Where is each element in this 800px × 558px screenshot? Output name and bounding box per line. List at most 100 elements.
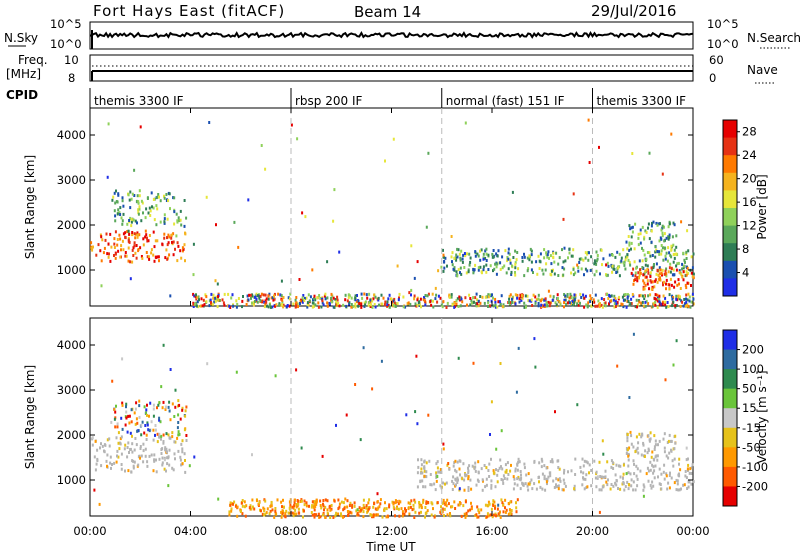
data-cell [625, 452, 628, 455]
data-cell [423, 469, 426, 473]
data-cell [360, 292, 363, 296]
data-cell [436, 501, 439, 505]
beam-label: Beam 14 [354, 3, 421, 21]
data-cell [526, 484, 529, 488]
data-cell [374, 295, 377, 299]
data-cell [680, 273, 683, 277]
data-cell [649, 293, 652, 297]
data-cell [586, 252, 589, 256]
data-cell [667, 225, 670, 229]
data-cell [150, 420, 153, 424]
data-cell [158, 401, 161, 405]
data-cell [651, 463, 654, 467]
data-cell [386, 302, 389, 306]
data-cell [340, 500, 343, 504]
data-cell [227, 304, 230, 308]
data-cell [516, 293, 519, 297]
data-cell [507, 473, 510, 476]
data-cell [285, 509, 288, 513]
data-cell [477, 268, 480, 272]
data-cell [487, 295, 490, 299]
data-cell [517, 346, 520, 350]
data-cell [650, 229, 653, 233]
data-cell [637, 271, 640, 275]
data-cell [593, 259, 596, 263]
data-cell [652, 302, 655, 306]
data-cell [590, 255, 593, 259]
data-cell [475, 304, 478, 308]
data-cell [416, 260, 419, 264]
data-cell [552, 255, 555, 259]
data-cell [508, 300, 510, 304]
data-cell [369, 305, 372, 308]
data-cell [581, 483, 584, 487]
data-cell [516, 462, 519, 466]
data-cell [665, 278, 668, 282]
colorbar-tick-label: 20 [742, 172, 757, 186]
data-cell [146, 196, 149, 200]
data-cell [317, 305, 320, 309]
data-cell [497, 300, 500, 304]
data-cell [629, 430, 632, 434]
data-cell [618, 295, 621, 299]
data-cell [683, 258, 686, 262]
data-cell [670, 132, 673, 136]
data-cell [584, 251, 587, 255]
data-cell [336, 298, 339, 302]
data-cell [113, 209, 116, 213]
data-cell [315, 513, 318, 517]
power-ylabel: Slant Range [km] [23, 155, 37, 259]
data-cell [624, 255, 627, 259]
data-cell [496, 507, 499, 511]
data-cell [228, 513, 231, 517]
data-cell [686, 467, 689, 471]
data-cell [611, 264, 614, 268]
data-cell [563, 298, 566, 302]
data-cell [496, 473, 499, 477]
data-cell [450, 295, 453, 299]
data-cell [498, 300, 501, 304]
data-cell [138, 415, 141, 419]
nsky-label: N.Sky [4, 31, 38, 45]
x-tick-label: 00:00 [73, 524, 106, 538]
data-cell [384, 300, 387, 304]
data-cell [517, 267, 520, 271]
data-cell [504, 506, 506, 510]
data-cell [251, 498, 254, 502]
data-cell [427, 292, 430, 296]
data-cell [131, 434, 133, 438]
data-cell [204, 293, 207, 297]
cpid-panel: CPID themis 3300 IF rbsp 200 IF normal (fa… [6, 88, 686, 108]
data-cell [653, 263, 655, 266]
data-cell [137, 463, 140, 467]
data-cell [354, 383, 357, 386]
data-cell [621, 482, 624, 486]
data-cell [678, 297, 681, 301]
data-cell [474, 469, 477, 473]
data-cell [551, 269, 553, 273]
data-cell [308, 299, 311, 303]
x-tick-label: 20:00 [576, 524, 609, 538]
data-cell [626, 480, 629, 484]
data-cell [419, 479, 422, 483]
data-cell [594, 293, 597, 297]
data-cell [685, 270, 688, 274]
data-cell [634, 274, 637, 278]
data-cell [555, 251, 558, 255]
data-cell [467, 268, 470, 272]
data-cell [574, 457, 577, 461]
data-cell [632, 488, 635, 492]
data-cell [149, 214, 152, 217]
data-cell [667, 235, 670, 239]
data-cell [673, 481, 676, 485]
data-cell [366, 508, 369, 512]
data-cell [573, 487, 576, 491]
data-cell [607, 264, 610, 268]
data-cell [442, 498, 445, 502]
data-cell [412, 507, 415, 511]
data-cell [161, 242, 164, 246]
data-cell [159, 199, 162, 203]
data-cell [509, 469, 512, 473]
data-cell [554, 410, 556, 414]
